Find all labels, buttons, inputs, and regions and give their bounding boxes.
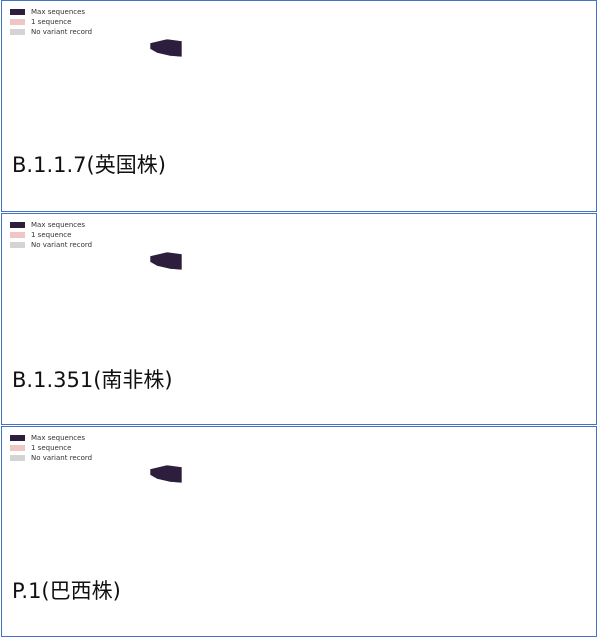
legend-label: Max sequences <box>31 8 86 16</box>
legend-item-one: 1 sequence <box>10 17 92 27</box>
legend-swatch-one <box>10 232 25 238</box>
country-region-alaska <box>149 38 183 58</box>
legend-label: 1 sequence <box>31 231 72 239</box>
map-panel: Max sequences 1 sequence No variant reco… <box>1 426 597 637</box>
legend-swatch-max <box>10 9 25 15</box>
legend-label: No variant record <box>31 241 93 249</box>
legend-item-max: Max sequences <box>10 220 92 230</box>
variant-label: P.1(巴西株) <box>12 579 121 603</box>
world-map <box>149 464 183 484</box>
map-legend: Max sequences 1 sequence No variant reco… <box>10 220 92 250</box>
legend-swatch-max <box>10 222 25 228</box>
legend-swatch-none <box>10 29 25 35</box>
legend-label: 1 sequence <box>31 444 72 452</box>
legend-swatch-one <box>10 445 25 451</box>
legend-label: 1 sequence <box>31 18 72 26</box>
legend-label: Max sequences <box>31 221 86 229</box>
legend-item-max: Max sequences <box>10 433 92 443</box>
legend-swatch-none <box>10 455 25 461</box>
map-panel: Max sequences 1 sequence No variant reco… <box>1 0 597 212</box>
map-panel: Max sequences 1 sequence No variant reco… <box>1 213 597 425</box>
legend-item-one: 1 sequence <box>10 230 92 240</box>
world-map <box>149 38 183 58</box>
variant-label: B.1.1.7(英国株) <box>12 153 166 177</box>
world-map <box>149 251 183 271</box>
legend-swatch-max <box>10 435 25 441</box>
legend-label: Max sequences <box>31 434 86 442</box>
legend-label: No variant record <box>31 28 93 36</box>
legend-item-one: 1 sequence <box>10 443 92 453</box>
legend-item-none: No variant record <box>10 27 92 37</box>
map-legend: Max sequences 1 sequence No variant reco… <box>10 433 92 463</box>
legend-swatch-one <box>10 19 25 25</box>
legend-item-none: No variant record <box>10 453 92 463</box>
legend-item-none: No variant record <box>10 240 92 250</box>
legend-label: No variant record <box>31 454 93 462</box>
country-region-alaska <box>149 251 183 271</box>
map-legend: Max sequences 1 sequence No variant reco… <box>10 7 92 37</box>
country-region-alaska <box>149 464 183 484</box>
legend-swatch-none <box>10 242 25 248</box>
variant-label: B.1.351(南非株) <box>12 368 173 392</box>
legend-item-max: Max sequences <box>10 7 92 17</box>
